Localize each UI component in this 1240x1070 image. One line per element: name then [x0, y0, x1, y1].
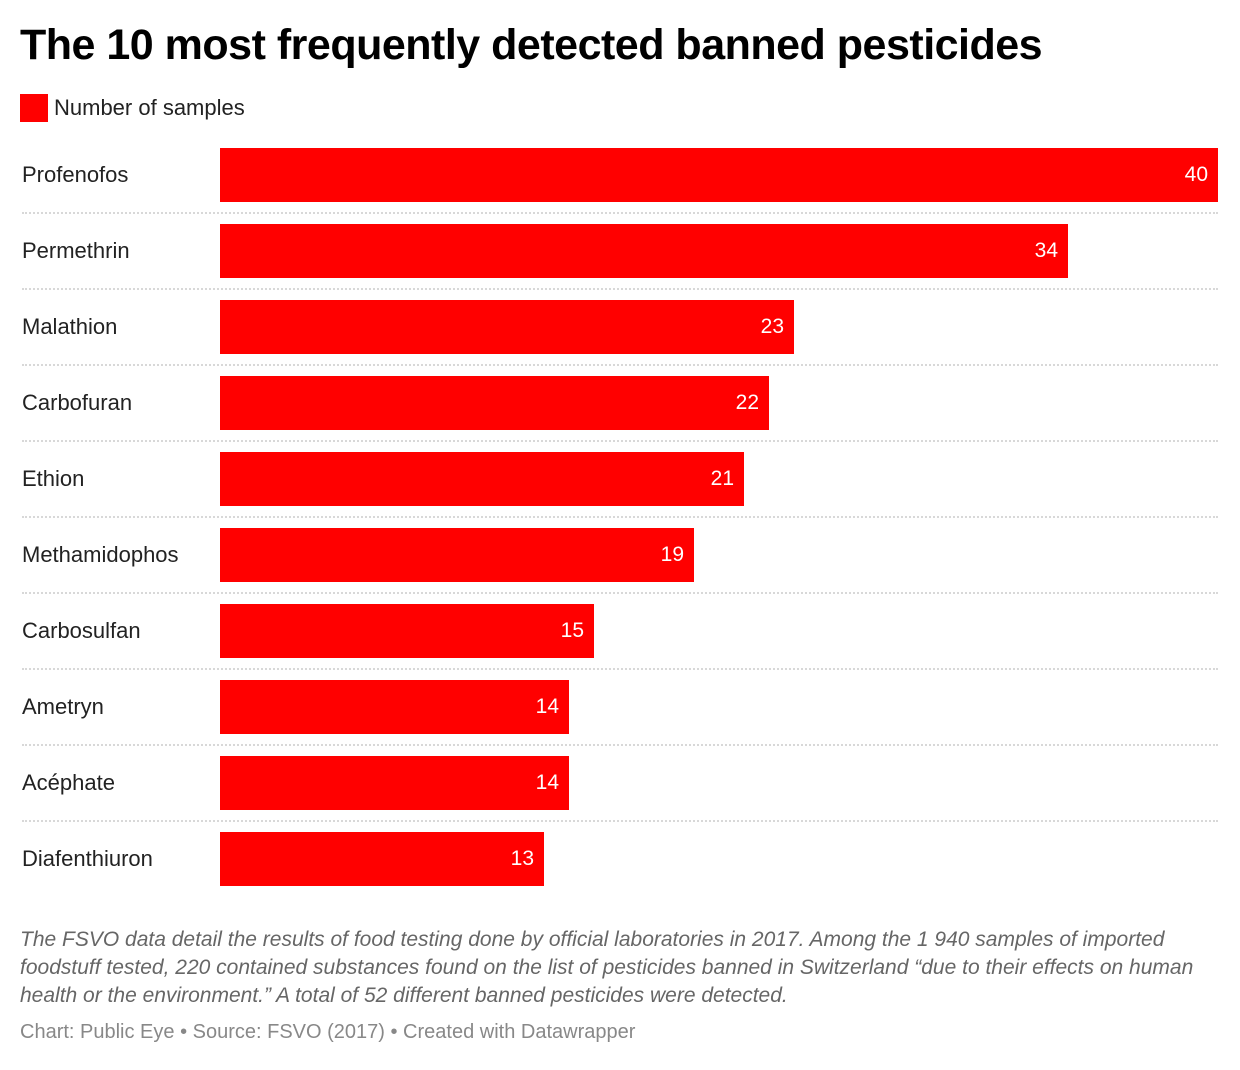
category-label-carbosulfan: Carbosulfan [22, 618, 141, 643]
bar-acephate [220, 756, 569, 810]
row-separator [22, 288, 1218, 290]
chart-footer: Chart: Public Eye • Source: FSVO (2017) … [20, 1021, 636, 1043]
bar-permethrin [220, 224, 1068, 278]
value-label-acephate: 14 [535, 771, 559, 794]
value-label-carbofuran: 22 [735, 391, 759, 414]
category-label-diafenthiuron: Diafenthiuron [22, 846, 153, 871]
legend: Number of samples [20, 94, 245, 122]
bar-diafenthiuron [220, 832, 544, 886]
row-separator [22, 592, 1218, 594]
chart-title: The 10 most frequently detected banned p… [20, 21, 1043, 69]
category-label-acephate: Acéphate [22, 770, 115, 795]
category-label-malathion: Malathion [22, 314, 118, 339]
bar-malathion [220, 300, 794, 354]
value-label-permethrin: 34 [1034, 239, 1058, 262]
value-label-profenofos: 40 [1184, 163, 1208, 186]
bar-ametryn [220, 680, 569, 734]
bar-carbofuran [220, 376, 769, 430]
value-label-ethion: 21 [710, 467, 734, 490]
chart-notes: The FSVO data detail the results of food… [20, 928, 1194, 1007]
legend-label: Number of samples [54, 95, 245, 120]
bar-carbosulfan [220, 604, 594, 658]
row-separator [22, 440, 1218, 442]
category-label-carbofuran: Carbofuran [22, 390, 133, 415]
value-label-malathion: 23 [760, 315, 784, 338]
value-label-ametryn: 14 [535, 695, 559, 718]
value-label-methamidophos: 19 [660, 543, 684, 566]
category-label-profenofos: Profenofos [22, 162, 129, 187]
row-separator [22, 820, 1218, 822]
row-separator [22, 516, 1218, 518]
category-label-methamidophos: Methamidophos [22, 542, 179, 567]
bar-methamidophos [220, 528, 694, 582]
row-separator [22, 668, 1218, 670]
category-label-ametryn: Ametryn [22, 694, 104, 719]
bar-profenofos [220, 148, 1218, 202]
category-label-ethion: Ethion [22, 466, 85, 491]
bar-ethion [220, 452, 744, 506]
value-label-diafenthiuron: 13 [510, 847, 534, 870]
bar-chart: Profenofos 40 Permethrin 34 Malathion 23 Carbo… [22, 148, 1218, 886]
row-separator [22, 212, 1218, 214]
legend-swatch [20, 94, 48, 122]
value-label-carbosulfan: 15 [560, 619, 584, 642]
row-separator [22, 744, 1218, 746]
row-separator [22, 364, 1218, 366]
category-label-permethrin: Permethrin [22, 238, 130, 263]
